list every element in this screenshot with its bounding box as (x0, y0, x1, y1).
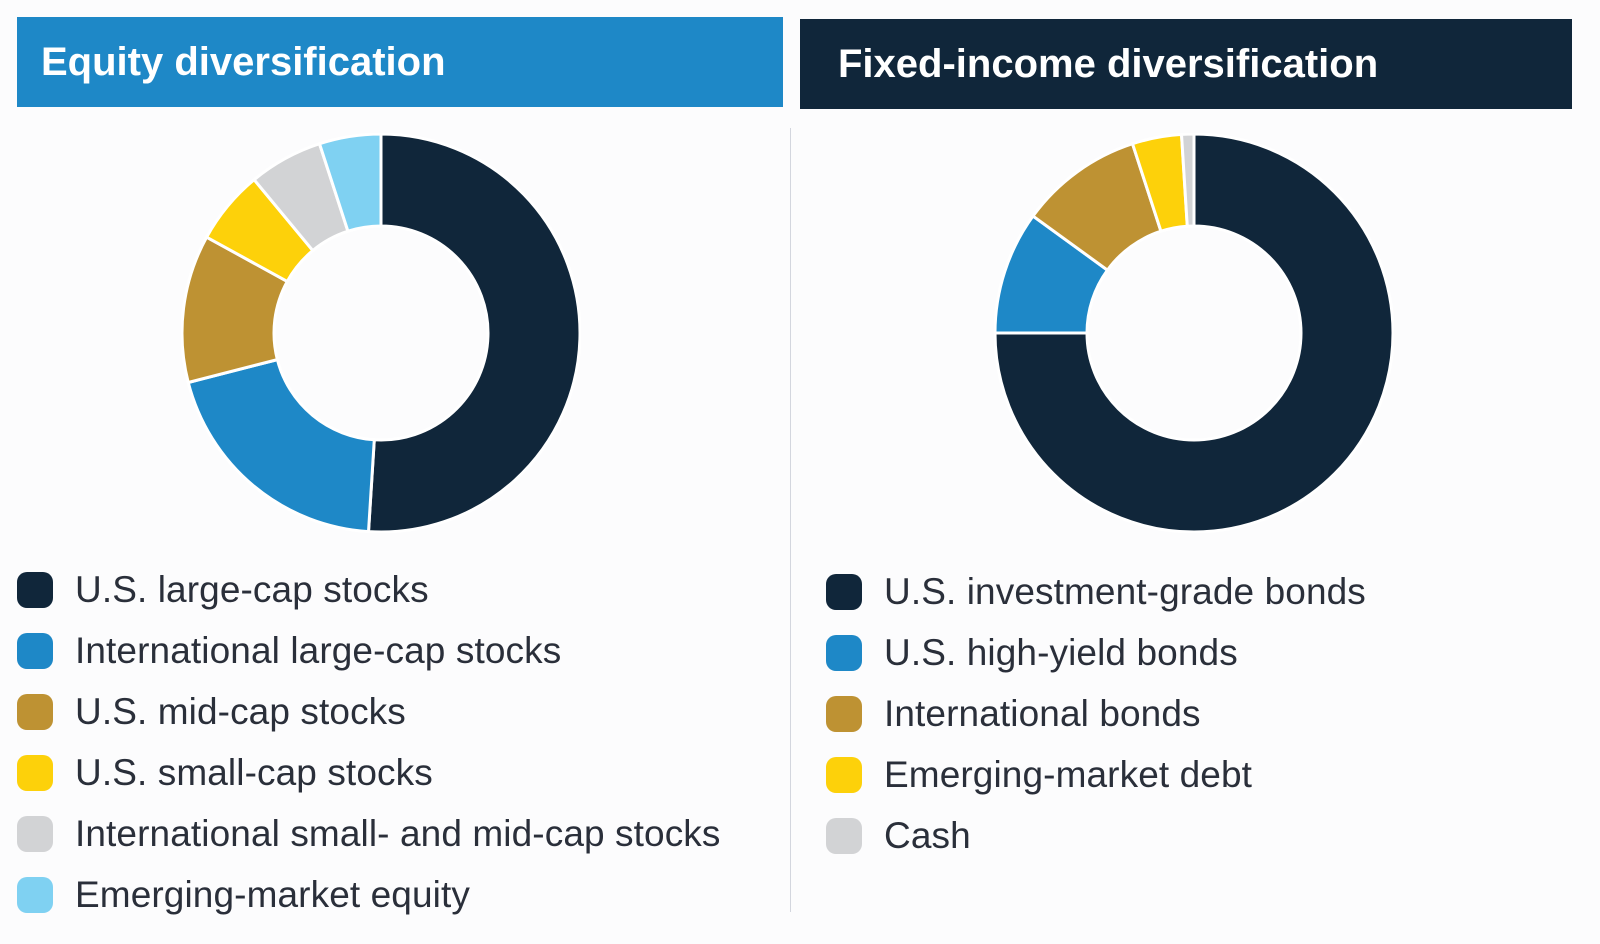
fixed-income-title: Fixed-income diversification (838, 41, 1379, 86)
legend-label: International bonds (884, 692, 1201, 734)
legend-label: Emerging-market debt (884, 753, 1253, 795)
legend-swatch (826, 634, 862, 671)
fixed-income-donut-chart (994, 133, 1394, 533)
legend-label: Cash (884, 814, 971, 856)
equity-legend-item-u-s-large-cap-stocks: U.S. large-cap stocks (17, 559, 721, 620)
fixed-income-header: Fixed-income diversification (800, 19, 1572, 109)
legend-swatch (826, 695, 862, 732)
fixed-income-legend-item-u-s-investment-grade-bonds: U.S. investment-grade bonds (826, 561, 1366, 622)
fixed-income-legend: U.S. investment-grade bonds U.S. high-yie… (826, 561, 1366, 866)
legend-label: Emerging-market equity (75, 873, 470, 915)
legend-swatch (17, 632, 53, 669)
legend-label: U.S. large-cap stocks (75, 568, 429, 610)
equity-legend-item-international-large-cap-stocks: International large-cap stocks (17, 620, 721, 681)
equity-title: Equity diversification (41, 39, 446, 84)
equity-header: Equity diversification (17, 17, 783, 107)
legend-swatch (826, 756, 862, 793)
equity-slice-emerging-market-equity (317, 133, 383, 234)
equity-legend-item-emerging-market-equity: Emerging-market equity (17, 864, 721, 925)
fixed-income-slice-u-s-investment-grade-bonds (994, 133, 1394, 533)
legend-swatch (826, 573, 862, 610)
legend-swatch (17, 876, 53, 913)
fixed-income-legend-item-cash: Cash (826, 805, 1366, 866)
legend-swatch (17, 754, 53, 791)
legend-label: U.S. mid-cap stocks (75, 690, 406, 732)
legend-label: International small- and mid-cap stocks (75, 812, 721, 854)
equity-legend-item-u-s-mid-cap-stocks: U.S. mid-cap stocks (17, 681, 721, 742)
fixed-income-legend-item-u-s-high-yield-bonds: U.S. high-yield bonds (826, 622, 1366, 683)
equity-legend-item-u-s-small-cap-stocks: U.S. small-cap stocks (17, 742, 721, 803)
fixed-income-slice-cash (1179, 133, 1196, 228)
panel-divider (790, 128, 791, 912)
legend-label: U.S. investment-grade bonds (884, 570, 1366, 612)
equity-panel: Equity diversification U.S. large-cap st… (0, 0, 790, 944)
equity-slice-u-s-large-cap-stocks (366, 133, 581, 533)
legend-swatch (17, 815, 53, 852)
legend-swatch (17, 693, 53, 730)
fixed-income-legend-item-international-bonds: International bonds (826, 683, 1366, 744)
legend-swatch (17, 571, 53, 608)
equity-legend-item-international-small-and-mid-cap-stocks: International small- and mid-cap stocks (17, 803, 721, 864)
fixed-income-panel: Fixed-income diversification U.S. invest… (792, 0, 1600, 944)
legend-label: U.S. small-cap stocks (75, 751, 433, 793)
equity-slice-international-large-cap-stocks (186, 357, 376, 533)
legend-label: U.S. high-yield bonds (884, 631, 1238, 673)
fixed-income-legend-item-emerging-market-debt: Emerging-market debt (826, 744, 1366, 805)
equity-donut-chart (181, 133, 581, 533)
legend-label: International large-cap stocks (75, 629, 562, 671)
legend-swatch (826, 817, 862, 854)
equity-legend: U.S. large-cap stocks International large… (17, 559, 721, 925)
